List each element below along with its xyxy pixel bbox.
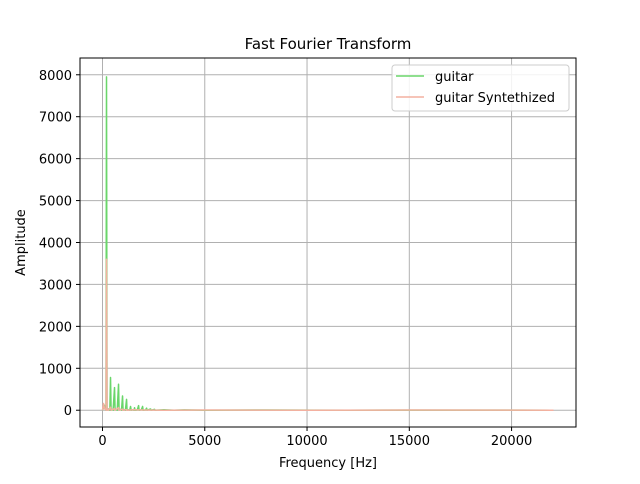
y-axis-label: Amplitude	[14, 209, 29, 276]
series-line-guitar-syntethized	[101, 258, 554, 411]
grid-lines	[80, 58, 576, 427]
x-axis-label: Frequency [Hz]	[279, 456, 377, 471]
x-tick-label: 5000	[188, 434, 221, 449]
y-tick-label: 0	[64, 404, 72, 419]
y-tick-label: 5000	[39, 195, 72, 210]
legend-label-guitar-syntethized: guitar Syntethized	[435, 91, 555, 106]
legend: guitar guitar Syntethized	[391, 64, 570, 112]
y-tick-label: 1000	[39, 362, 72, 377]
x-tick-label: 0	[98, 434, 106, 449]
x-tick-label: 20000	[491, 434, 532, 449]
x-axis: 0 5000 10000 15000 20000	[98, 427, 532, 449]
y-tick-label: 7000	[39, 111, 72, 126]
y-axis: 0 1000 2000 3000 4000 5000 6000 7000 8000	[39, 69, 80, 419]
series-layer	[101, 76, 554, 411]
y-tick-label: 3000	[39, 278, 72, 293]
x-tick-label: 10000	[286, 434, 327, 449]
y-tick-label: 8000	[39, 69, 72, 84]
legend-box	[391, 64, 570, 112]
chart-title: Fast Fourier Transform	[245, 35, 412, 53]
y-tick-label: 4000	[39, 237, 72, 252]
y-tick-label: 2000	[39, 320, 72, 335]
y-tick-label: 6000	[39, 153, 72, 168]
legend-label-guitar: guitar	[435, 70, 474, 85]
x-tick-label: 15000	[389, 434, 430, 449]
